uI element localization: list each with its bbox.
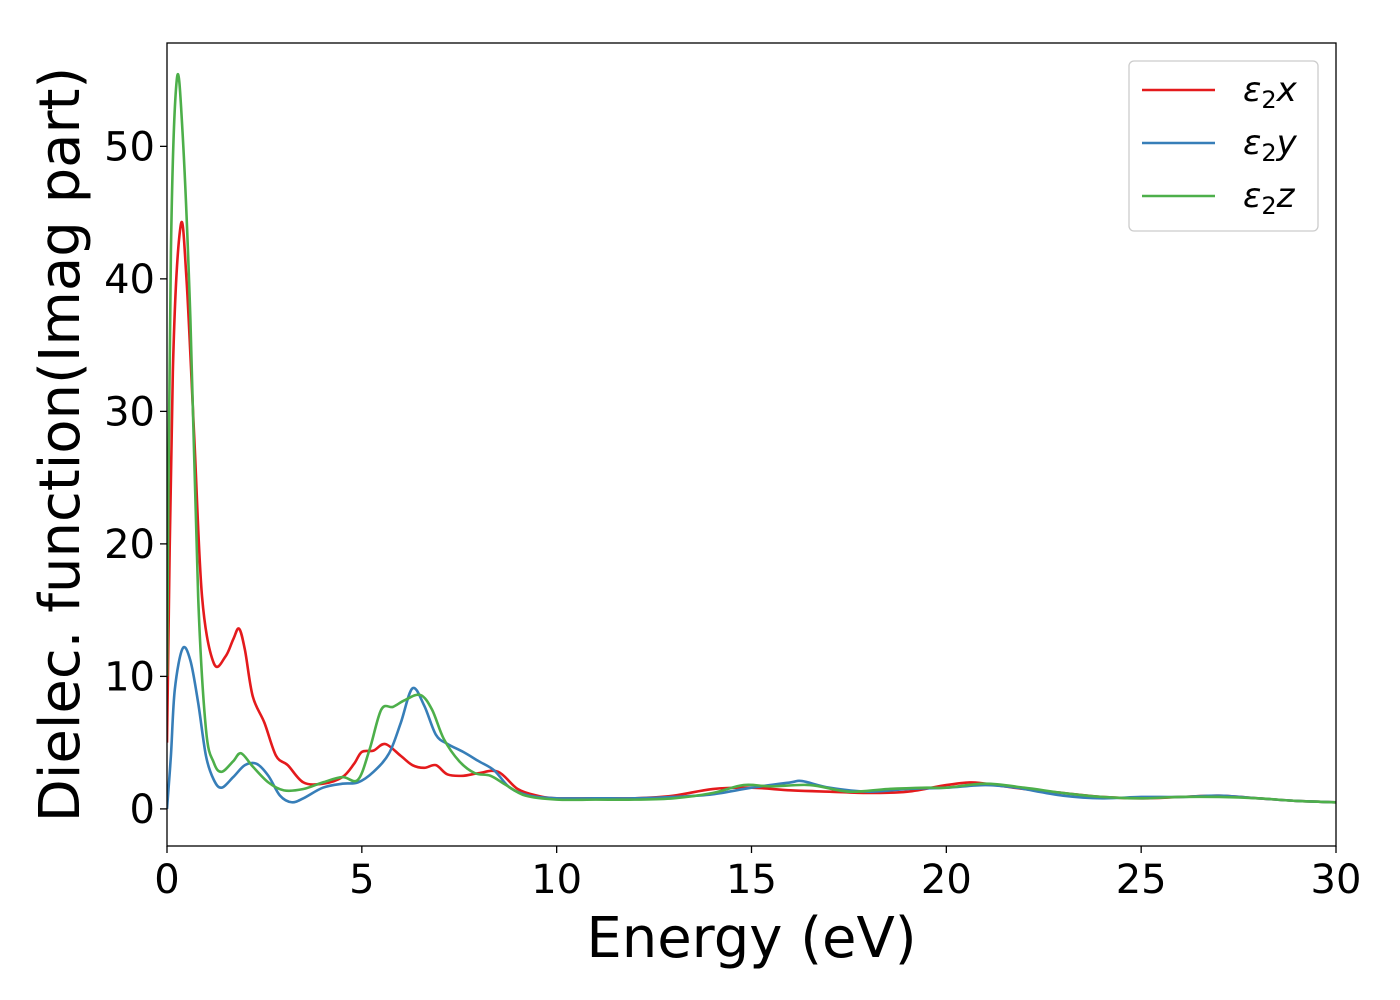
legend-label-y: ε2y: [1243, 123, 1298, 167]
x-tick-label: 5: [349, 857, 374, 903]
legend-label-z: ε2z: [1243, 176, 1296, 220]
plot-lines: [167, 72, 1336, 809]
legend-label-x: ε2x: [1243, 70, 1298, 114]
x-tick-label: 0: [154, 857, 179, 903]
plot-frame: [166, 42, 1337, 847]
y-tick-label: 0: [130, 787, 155, 833]
legend: ε2x ε2y ε2z: [1128, 60, 1319, 232]
y-tick-label: 40: [104, 257, 155, 303]
y-tick-label: 10: [104, 654, 155, 700]
x-tick-label: 30: [1311, 857, 1362, 903]
x-tick-label: 15: [726, 857, 777, 903]
series-line-x: [167, 220, 1336, 804]
x-tick-label: 25: [1116, 857, 1167, 903]
y-axis-label: Dielec. function(Imag part): [28, 67, 93, 823]
x-axis-ticks: 0 5 10 15 20 25 30: [154, 846, 1361, 903]
y-tick-label: 50: [104, 124, 155, 170]
x-axis-label: Energy (eV): [586, 906, 916, 971]
x-tick-label: 20: [921, 857, 972, 903]
series-line-z: [167, 72, 1336, 804]
y-tick-label: 30: [104, 389, 155, 435]
y-tick-label: 20: [104, 522, 155, 568]
x-tick-label: 10: [531, 857, 582, 903]
legend-box: [1128, 60, 1319, 232]
y-axis-ticks: 0 10 20 30 40 50: [104, 124, 167, 833]
